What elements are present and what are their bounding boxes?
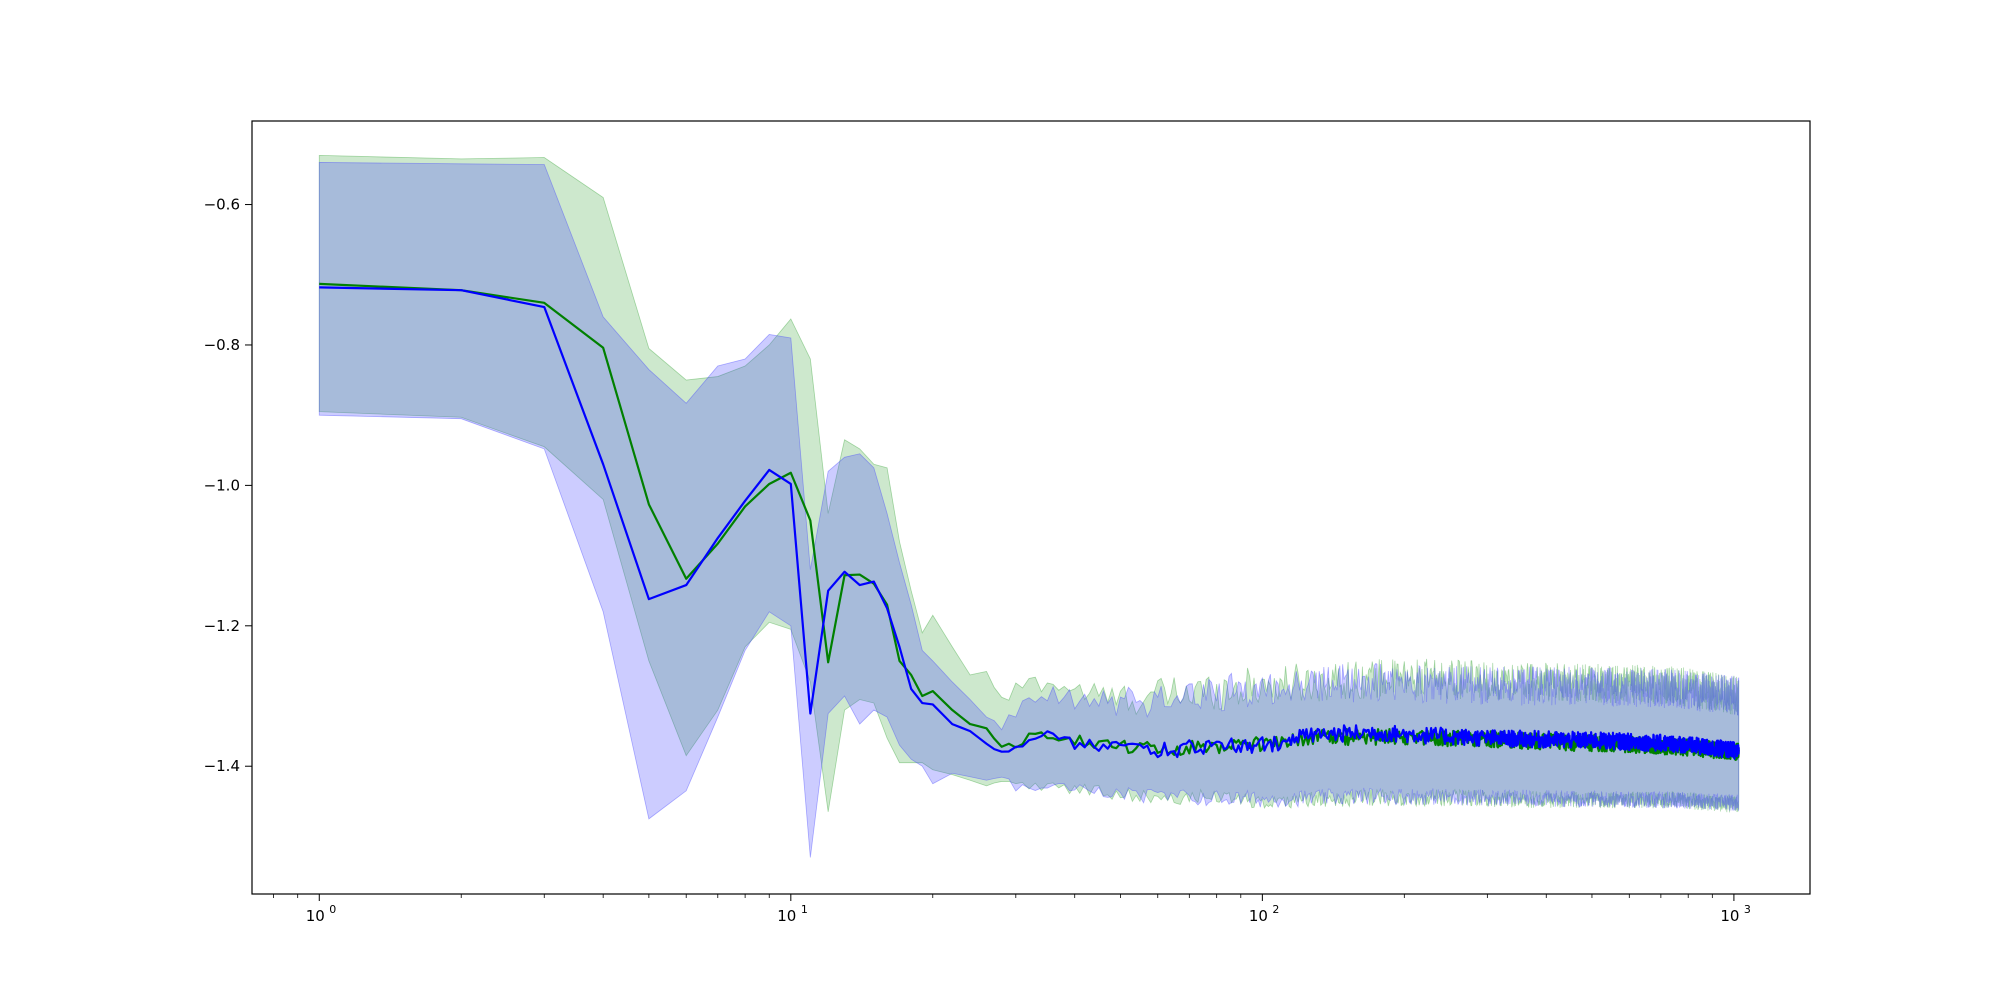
x-tick-label-exponent: 1 (801, 903, 808, 916)
x-tick-label: 10 (777, 907, 796, 925)
x-axis: 10 0 10 1 10 2 10 3 (273, 894, 1751, 925)
series-line-2 (319, 286, 1740, 760)
confidence-bands (318, 154, 1740, 858)
y-tick-label: −0.6 (204, 196, 240, 214)
x-tick-label-exponent: 0 (329, 903, 336, 916)
y-tick-label: −1.2 (204, 617, 240, 635)
confidence-band-1 (318, 154, 1740, 813)
x-tick-label-exponent: 2 (1272, 903, 1279, 916)
series-lines (319, 282, 1740, 761)
plot-frame (251, 120, 1811, 895)
confidence-band-2 (318, 162, 1740, 858)
y-tick-label: −0.8 (204, 336, 240, 354)
x-tick-label-exponent: 3 (1744, 903, 1751, 916)
y-tick-label: −1.4 (204, 757, 240, 775)
x-tick-label: 10 (1249, 907, 1268, 925)
x-tick-label: 10 (306, 907, 325, 925)
x-tick-label: 10 (1720, 907, 1739, 925)
y-tick-label: −1.0 (204, 476, 240, 494)
y-axis: −0.6 −0.8 −1.0 −1.2 −1.4 (204, 196, 252, 775)
